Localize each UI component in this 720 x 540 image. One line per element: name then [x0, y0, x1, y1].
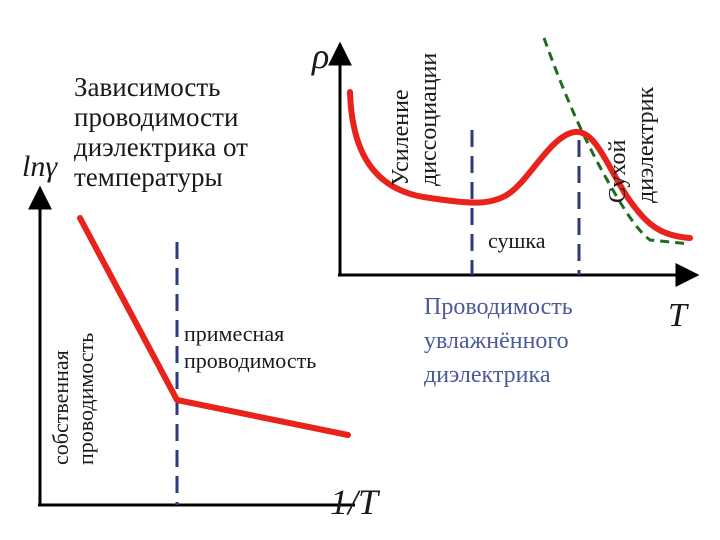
- dissociation-line-2: диссоциации: [416, 52, 442, 186]
- dry-line-1: Сухой: [605, 139, 631, 203]
- dry-dielectric-label: Сухой диэлектрик: [604, 87, 660, 203]
- right-x-axis-label: T: [668, 297, 687, 334]
- humid-caption-line-1: Проводимость: [424, 294, 573, 320]
- dry-line-2: диэлектрик: [633, 86, 659, 203]
- dry-dielectric-curve: [542, 37, 691, 246]
- intrinsic-line-2: проводимость: [73, 332, 98, 465]
- intrinsic-line-1: собственная: [48, 350, 73, 465]
- left-y-axis-label: lnγ: [22, 150, 58, 183]
- left-heading-line-2: проводимости: [74, 102, 239, 132]
- left-heading-line-3: диэлектрика от: [74, 132, 248, 162]
- intrinsic-conductivity-label: собственная проводимость: [48, 333, 98, 465]
- left-heading: Зависимость проводимости диэлектрика от …: [74, 72, 248, 192]
- humid-caption: Проводимость увлажнённого диэлектрика: [424, 290, 573, 392]
- left-conductivity-curve: [77, 215, 351, 438]
- dissociation-label: Усиление диссоциации: [387, 53, 443, 186]
- impurity-line-1: примесная: [184, 321, 285, 346]
- left-x-axis-label: 1/T: [330, 482, 379, 522]
- impurity-line-2: проводимость: [184, 348, 317, 373]
- humid-caption-line-2: увлажнённого: [424, 328, 569, 354]
- humid-caption-line-3: диэлектрика: [424, 362, 551, 388]
- humid-dielectric-curve: [347, 89, 693, 241]
- left-heading-line-1: Зависимость: [74, 72, 221, 102]
- impurity-conductivity-label: примесная проводимость: [184, 320, 316, 374]
- right-y-axis-label: ρ: [312, 36, 330, 76]
- left-heading-line-4: температуры: [74, 162, 223, 192]
- drying-label: сушка: [488, 228, 546, 253]
- dissociation-line-1: Усиление: [388, 89, 414, 186]
